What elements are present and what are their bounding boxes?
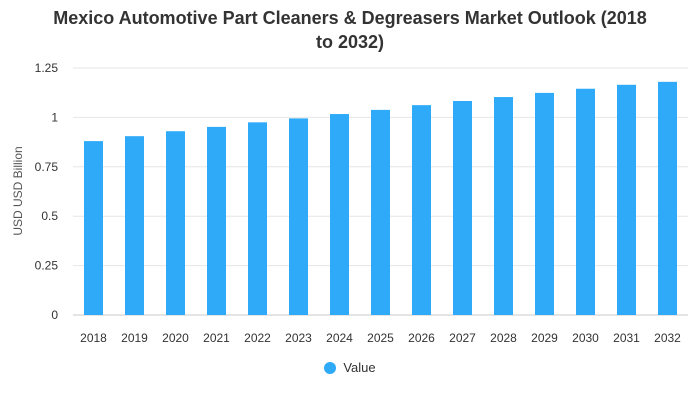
y-tick-label: 0.25 [35,259,59,273]
x-tick-label: 2021 [203,331,230,345]
y-tick-label: 1.25 [35,61,59,75]
chart-title: Mexico Automotive Part Cleaners & Degrea… [0,6,700,54]
bar-2030[interactable] [576,88,595,315]
bar-2024[interactable] [330,114,349,315]
x-tick-label: 2026 [408,331,435,345]
x-tick-label: 2031 [613,331,640,345]
legend-label-value: Value [343,360,376,375]
x-tick-label: 2019 [121,331,148,345]
legend-marker-value [324,361,337,374]
x-tick-label: 2030 [572,331,599,345]
x-tick-label: 2025 [367,331,394,345]
x-tick-label: 2022 [244,331,271,345]
bar-2022[interactable] [248,122,267,315]
y-tick-label: 0.5 [41,209,58,223]
chart-title-line-2: to 2032) [315,32,385,52]
x-tick-label: 2024 [326,331,353,345]
bars [84,81,677,316]
bar-2027[interactable] [453,100,472,315]
y-axis-ticks: 0 0.25 0.5 0.75 1 1.25 [35,61,59,322]
x-tick-label: 2020 [162,331,189,345]
x-tick-label: 2027 [449,331,476,345]
bar-2026[interactable] [412,105,431,315]
legend: Value [0,360,700,375]
bar-2029[interactable] [535,92,554,315]
chart-title-line-1: Mexico Automotive Part Cleaners & Degrea… [53,8,647,28]
bar-2025[interactable] [371,109,390,315]
bar-2019[interactable] [125,136,144,315]
y-tick-label: 0 [51,308,58,322]
bar-2020[interactable] [166,131,185,315]
x-tick-label: 2023 [285,331,312,345]
y-tick-label: 0.75 [35,160,59,174]
x-tick-label: 2018 [80,331,107,345]
x-axis-ticks: 2018 2019 2020 2021 2022 2023 2024 2025 2026 2027… [80,331,681,345]
y-axis-label: USD USD Billion [11,146,25,235]
bar-2023[interactable] [289,118,308,315]
bar-2018[interactable] [84,141,103,315]
x-tick-label: 2028 [490,331,517,345]
bar-2032[interactable] [658,81,677,315]
x-tick-label: 2029 [531,331,558,345]
bar-2021[interactable] [207,126,226,316]
bar-2031[interactable] [617,84,636,316]
y-tick-label: 1 [51,110,58,124]
bar-2028[interactable] [494,97,513,315]
x-tick-label: 2032 [654,331,681,345]
